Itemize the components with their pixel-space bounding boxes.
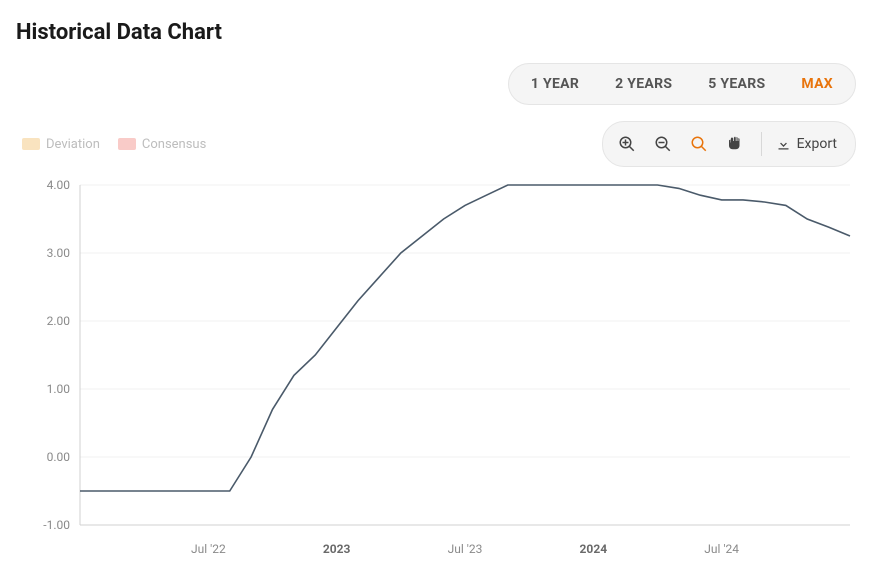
range-btn-1-year[interactable]: 1 YEAR [513, 68, 597, 100]
zoom-in-icon[interactable] [611, 128, 643, 160]
page-title: Historical Data Chart [16, 20, 856, 45]
svg-text:4.00: 4.00 [47, 178, 71, 192]
legend: Deviation Consensus [16, 137, 602, 152]
svg-text:2.00: 2.00 [47, 314, 71, 328]
legend-swatch [118, 138, 136, 150]
range-btn-2-years[interactable]: 2 YEARS [597, 68, 690, 100]
pan-icon[interactable] [719, 128, 751, 160]
download-icon [776, 137, 791, 152]
zoom-reset-icon[interactable] [683, 128, 715, 160]
legend-label: Consensus [142, 137, 206, 152]
toolbar-divider [761, 132, 762, 156]
svg-text:3.00: 3.00 [47, 246, 71, 260]
svg-text:0.00: 0.00 [47, 450, 71, 464]
svg-text:2024: 2024 [580, 542, 608, 556]
range-btn-max[interactable]: MAX [783, 68, 851, 100]
svg-text:2023: 2023 [323, 542, 351, 556]
svg-text:Jul '22: Jul '22 [191, 542, 226, 556]
legend-swatch [22, 138, 40, 150]
legend-item-consensus[interactable]: Consensus [118, 137, 206, 152]
svg-text:-1.00: -1.00 [43, 518, 70, 532]
legend-item-deviation[interactable]: Deviation [22, 137, 100, 152]
chart-toolbar: Export [602, 121, 856, 167]
chart-area[interactable]: -1.00 0.00 1.00 2.00 3.00 4.00 Jul '22 2023 Jul … [16, 175, 856, 575]
export-button[interactable]: Export [772, 136, 847, 152]
export-label: Export [797, 136, 837, 152]
zoom-out-icon[interactable] [647, 128, 679, 160]
svg-text:1.00: 1.00 [47, 382, 71, 396]
range-btn-5-years[interactable]: 5 YEARS [690, 68, 783, 100]
svg-text:Jul '24: Jul '24 [704, 542, 739, 556]
svg-text:Jul '23: Jul '23 [448, 542, 483, 556]
range-controls: 1 YEAR2 YEARS5 YEARSMAX [16, 63, 856, 105]
legend-label: Deviation [46, 137, 100, 152]
